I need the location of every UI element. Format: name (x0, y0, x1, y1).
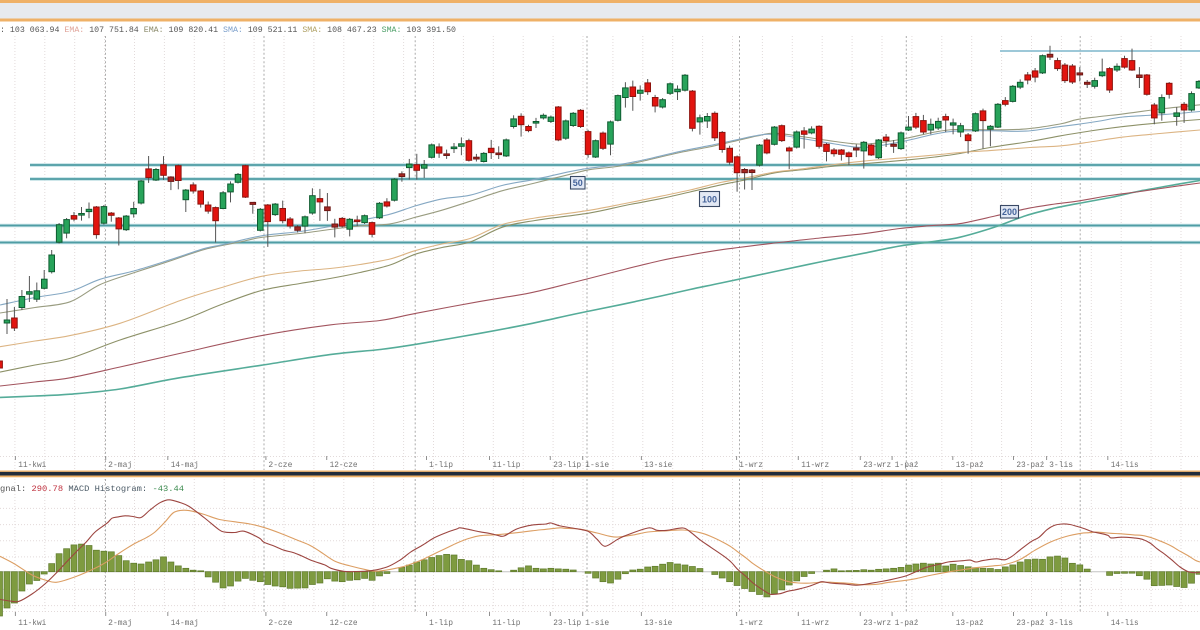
svg-text:3-lis: 3-lis (1049, 462, 1073, 470)
svg-text:1-wrz: 1-wrz (739, 462, 763, 470)
svg-text:11-wrz: 11-wrz (801, 620, 829, 628)
svg-text:1-sie: 1-sie (585, 620, 609, 628)
svg-text:14-lis: 14-lis (1111, 462, 1139, 470)
svg-text:12-cze: 12-cze (330, 620, 358, 628)
svg-text:23-lip: 23-lip (553, 462, 581, 470)
svg-text:100: 100 (702, 194, 717, 204)
svg-text:11-kwi: 11-kwi (18, 462, 46, 470)
svg-text:2-maj: 2-maj (108, 462, 132, 470)
svg-text:1-wrz: 1-wrz (739, 620, 763, 628)
svg-text:2-cze: 2-cze (268, 620, 292, 628)
svg-text:23-paź: 23-paź (1016, 462, 1044, 470)
svg-text:1-lip: 1-lip (429, 462, 453, 470)
svg-text:13-paź: 13-paź (956, 620, 984, 628)
svg-text:11-kwi: 11-kwi (18, 620, 46, 628)
svg-text:13-sie: 13-sie (644, 620, 672, 628)
svg-text:50: 50 (573, 178, 583, 188)
svg-text:1-sie: 1-sie (585, 462, 609, 470)
svg-text:11-lip: 11-lip (492, 620, 520, 628)
svg-text:gnal: 290.78 MACD Histogram: -: gnal: 290.78 MACD Histogram: -43.44 (0, 484, 184, 494)
svg-text:23-paź: 23-paź (1016, 620, 1044, 628)
svg-text:1-paź: 1-paź (895, 462, 919, 470)
svg-text:: 103 063.94 EMA: 107 751.84 E: : 103 063.94 EMA: 107 751.84 EMA: 109 82… (0, 26, 456, 35)
svg-text:200: 200 (1002, 207, 1017, 217)
svg-text:23-lip: 23-lip (553, 620, 581, 628)
svg-text:1-paź: 1-paź (895, 620, 919, 628)
svg-text:13-paź: 13-paź (956, 462, 984, 470)
svg-text:14-maj: 14-maj (171, 620, 199, 628)
svg-text:14-lis: 14-lis (1111, 620, 1139, 628)
svg-text:1-lip: 1-lip (429, 620, 453, 628)
svg-text:23-wrz: 23-wrz (863, 620, 891, 628)
svg-text:13-sie: 13-sie (644, 462, 672, 470)
svg-text:2-cze: 2-cze (268, 462, 292, 470)
svg-text:11-wrz: 11-wrz (801, 462, 829, 470)
svg-text:23-wrz: 23-wrz (863, 462, 891, 470)
svg-text:2-maj: 2-maj (108, 620, 132, 628)
svg-text:12-cze: 12-cze (330, 462, 358, 470)
svg-text:3-lis: 3-lis (1049, 620, 1073, 628)
svg-text:14-maj: 14-maj (171, 462, 199, 470)
svg-text:11-lip: 11-lip (492, 462, 520, 470)
